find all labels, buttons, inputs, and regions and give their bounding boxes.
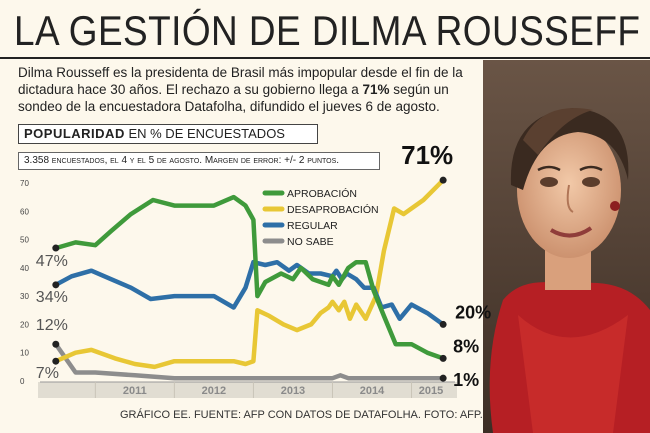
x-tick-label: 2015 [419, 385, 443, 397]
end-label: 1% [453, 370, 479, 390]
y-tick-label: 70 [20, 179, 29, 188]
end-point [439, 354, 447, 362]
title-divider [0, 57, 650, 59]
start-label: 47% [36, 253, 68, 270]
page-title: LA GESTIÓN DE DILMA ROUSSEFF [14, 7, 641, 54]
y-tick-label: 20 [20, 320, 29, 329]
intro-paragraph: Dilma Rousseff es la presidenta de Brasi… [18, 64, 480, 115]
y-tick-label: 0 [20, 377, 25, 386]
start-label: 34% [36, 289, 68, 306]
legend-label: REGULAR [287, 220, 338, 232]
legend-label: DESAPROBACIÓN [287, 203, 379, 216]
x-tick-label: 2012 [202, 385, 226, 397]
series-line [53, 194, 446, 361]
legend-label: NO SABE [287, 236, 334, 248]
x-tick-label: 2011 [123, 385, 147, 397]
y-tick-label: 50 [20, 236, 29, 245]
portrait-photo [483, 60, 650, 433]
chart-title-rest: EN % DE ENCUESTADOS [128, 126, 285, 141]
series-line [53, 341, 446, 381]
y-tick-label: 60 [20, 207, 29, 216]
start-label: 7% [36, 365, 59, 382]
end-point [439, 176, 447, 184]
chart-title-bold: POPULARIDAD [24, 126, 125, 141]
y-tick-label: 40 [20, 264, 29, 273]
x-tick-label: 2013 [281, 385, 305, 397]
start-point [52, 357, 60, 365]
start-label: 12% [36, 317, 68, 334]
intro-text: Dilma Rousseff es la presidenta de Brasi… [18, 65, 463, 97]
intro-text-end: según un sondeo de la encuestadora Dataf… [18, 82, 449, 114]
y-tick-label: 30 [20, 292, 29, 301]
chart-title-box: POPULARIDAD EN % DE ENCUESTADOS [18, 124, 318, 144]
end-point [439, 320, 447, 328]
x-tick-label: 2014 [360, 385, 385, 397]
source-footer: GRÁFICO EE. FUENTE: AFP CON DATOS DE DAT… [120, 409, 483, 421]
y-tick-label: 10 [20, 349, 29, 358]
start-point [52, 281, 60, 289]
end-label: 8% [453, 336, 479, 356]
end-point [439, 374, 447, 382]
intro-highlight: 71% [362, 82, 390, 97]
end-label: 71% [401, 140, 453, 170]
start-point [52, 244, 60, 252]
end-label: 20% [455, 302, 491, 322]
legend-label: APROBACIÓN [287, 187, 357, 200]
x-axis-band [38, 382, 457, 398]
start-point [52, 340, 60, 348]
survey-note: 3.358 encuestados, el 4 y el 5 de agosto… [18, 152, 380, 170]
